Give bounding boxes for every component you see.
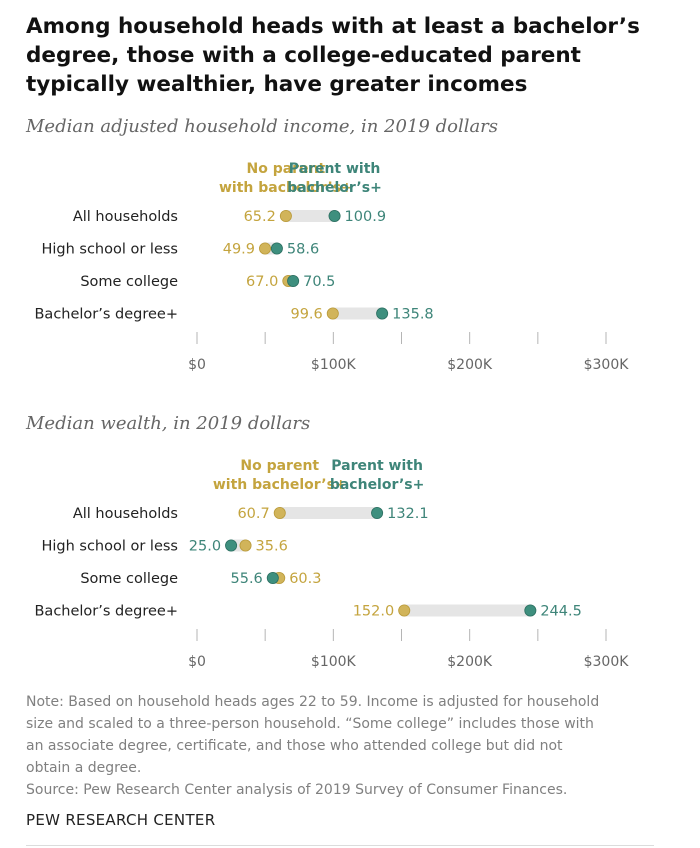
legend-parent: Parent with [331,458,423,474]
dot-parent [524,604,537,617]
note-line: Note: Based on household heads ages 22 t… [26,694,600,710]
value-label-no-parent: 152.0 [353,604,395,620]
dot-parent [328,210,341,223]
value-label-no-parent: 49.9 [223,242,255,258]
bottom-divider [26,845,654,846]
value-label-parent: 244.5 [540,604,582,620]
value-label-no-parent: 60.7 [237,506,269,522]
value-label-no-parent: 99.6 [290,307,322,323]
value-label-parent: 55.6 [231,571,263,587]
value-label-no-parent: 35.6 [256,539,288,555]
dot-no-parent [326,307,339,320]
legend-no-parent: No parent [240,458,319,474]
legend-parent: bachelor’s+ [287,180,382,196]
note-line: obtain a degree. [26,760,142,776]
value-label-parent: 100.9 [345,209,387,225]
dot-parent [270,242,283,255]
income-chart-subtitle: Median adjusted household income, in 201… [26,116,499,137]
wealth-dot-chart: No parent with bachelor’s+ Parent with bach… [34,458,630,670]
row-label: Some college [80,571,178,587]
value-label-no-parent: 60.3 [289,571,321,587]
value-label-parent: 132.1 [387,506,429,522]
dot-no-parent [273,507,286,520]
dot-parent [287,275,300,288]
value-label-no-parent: 65.2 [244,209,276,225]
legend-no-parent: with bachelor’s+ [213,477,347,493]
legend-no-parent: No parent [247,161,326,177]
dot-no-parent [259,242,272,255]
axis-tick-label: $100K [311,654,357,670]
value-label-parent: 25.0 [189,539,221,555]
note-line: an associate degree, certificate, and th… [26,738,563,754]
dot-parent [225,539,238,552]
row-label: All households [73,506,178,522]
axis-tick-label: $300K [584,357,630,373]
legend-parent: bachelor’s+ [330,477,425,493]
row-label: High school or less [41,242,178,258]
axis-tick-label: $300K [584,654,630,670]
axis-tick-label: $0 [188,654,206,670]
footnote: Note: Based on household heads ages 22 t… [26,691,666,801]
row-label: Bachelor’s degree+ [34,307,178,323]
legend-no-parent: with bachelor’s+ [219,180,353,196]
dot-no-parent [398,604,411,617]
chart-title: Among household heads with at least a ba… [26,14,640,97]
value-label-no-parent: 67.0 [246,274,278,290]
dot-parent [376,307,389,320]
wealth-chart-subtitle: Median wealth, in 2019 dollars [26,413,311,434]
axis-tick-label: $200K [447,357,493,373]
dot-parent [371,507,384,520]
source-line: Source: Pew Research Center analysis of … [26,782,568,798]
note-line: size and scaled to a three-person househ… [26,716,594,732]
legend-parent: Parent with [289,161,381,177]
row-label: Some college [80,274,178,290]
row-label: All households [73,209,178,225]
row-label: High school or less [41,539,178,555]
dot-parent [266,572,279,585]
axis-tick-label: $0 [188,357,206,373]
axis-tick-label: $100K [311,357,357,373]
income-dot-chart: No parent with bachelor’s+ Parent with bach… [34,161,630,373]
value-label-parent: 70.5 [303,274,335,290]
dot-no-parent [239,539,252,552]
dot-no-parent [279,210,292,223]
axis-tick-label: $200K [447,654,493,670]
brand-label: PEW RESEARCH CENTER [26,811,216,829]
value-label-parent: 58.6 [287,242,319,258]
value-label-parent: 135.8 [392,307,434,323]
row-label: Bachelor’s degree+ [34,604,178,620]
